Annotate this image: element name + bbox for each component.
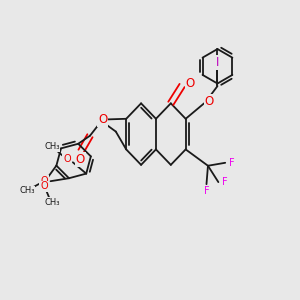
Text: O: O: [76, 153, 85, 166]
Text: F: F: [204, 186, 209, 196]
Text: O: O: [63, 154, 71, 164]
Text: O: O: [41, 182, 48, 191]
Text: O: O: [186, 76, 195, 90]
Text: O: O: [40, 176, 48, 186]
Text: F: F: [222, 177, 228, 187]
Text: CH₃: CH₃: [19, 186, 34, 195]
Text: CH₃: CH₃: [45, 198, 60, 207]
Text: I: I: [216, 56, 219, 69]
Text: F: F: [229, 158, 235, 168]
Text: O: O: [98, 113, 107, 126]
Text: O: O: [205, 95, 214, 108]
Text: CH₃: CH₃: [44, 142, 60, 152]
